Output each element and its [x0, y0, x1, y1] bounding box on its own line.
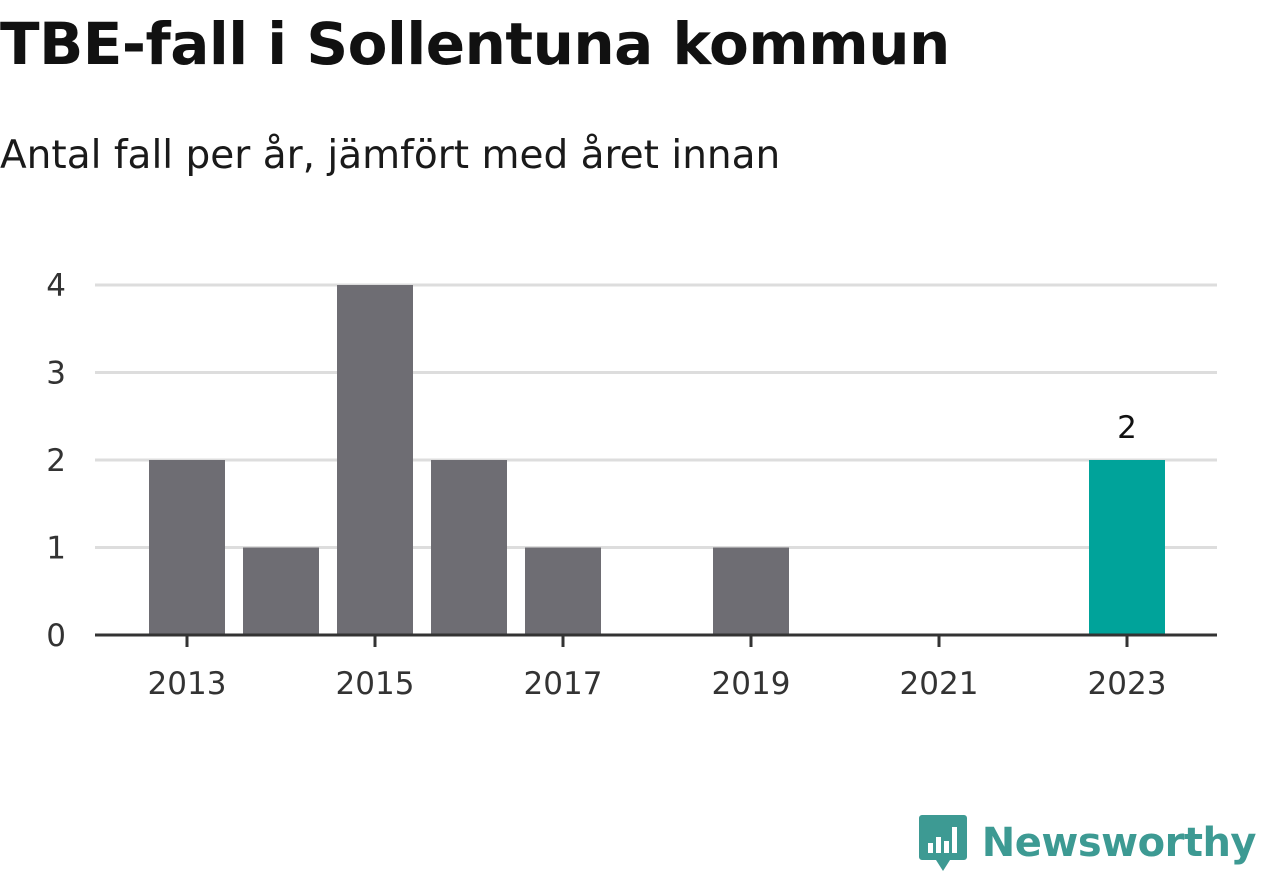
- bar-2019: [713, 547, 789, 635]
- brand-logo: Newsworthy: [918, 811, 1257, 875]
- bar-2023: [1089, 460, 1165, 635]
- y-axis-ticks: 0 1 2 3 4: [46, 268, 66, 654]
- data-labels: 2: [1117, 410, 1137, 446]
- y-tick-label-4: 4: [46, 268, 66, 304]
- chart-title: TBE-fall i Sollentuna kommun: [0, 10, 950, 78]
- chart-subtitle: Antal fall per år, jämfört med året inna…: [0, 133, 781, 178]
- bar-2015: [337, 285, 413, 635]
- y-tick-label-3: 3: [46, 356, 66, 392]
- bar-2014: [243, 547, 319, 635]
- x-tick-label-2013: 2013: [148, 666, 227, 702]
- x-tick-label-2019: 2019: [712, 666, 791, 702]
- bars: [149, 285, 1165, 635]
- newsworthy-logo-icon: [918, 815, 967, 871]
- y-tick-label-2: 2: [46, 443, 66, 479]
- bar-2016: [431, 460, 507, 635]
- x-tick-label-2015: 2015: [336, 666, 415, 702]
- brand-name: Newsworthy: [981, 820, 1257, 866]
- x-tick-label-2023: 2023: [1088, 666, 1167, 702]
- x-tick-label-2017: 2017: [524, 666, 603, 702]
- bar-2017: [525, 547, 601, 635]
- y-tick-label-0: 0: [46, 618, 66, 654]
- data-label-2023: 2: [1117, 410, 1137, 446]
- y-tick-label-1: 1: [46, 531, 66, 567]
- gridlines: [95, 283, 1217, 549]
- x-axis-ticks: 2013 2015 2017 2019 2021 2023: [148, 635, 1167, 702]
- x-tick-label-2021: 2021: [900, 666, 979, 702]
- bar-2013: [149, 460, 225, 635]
